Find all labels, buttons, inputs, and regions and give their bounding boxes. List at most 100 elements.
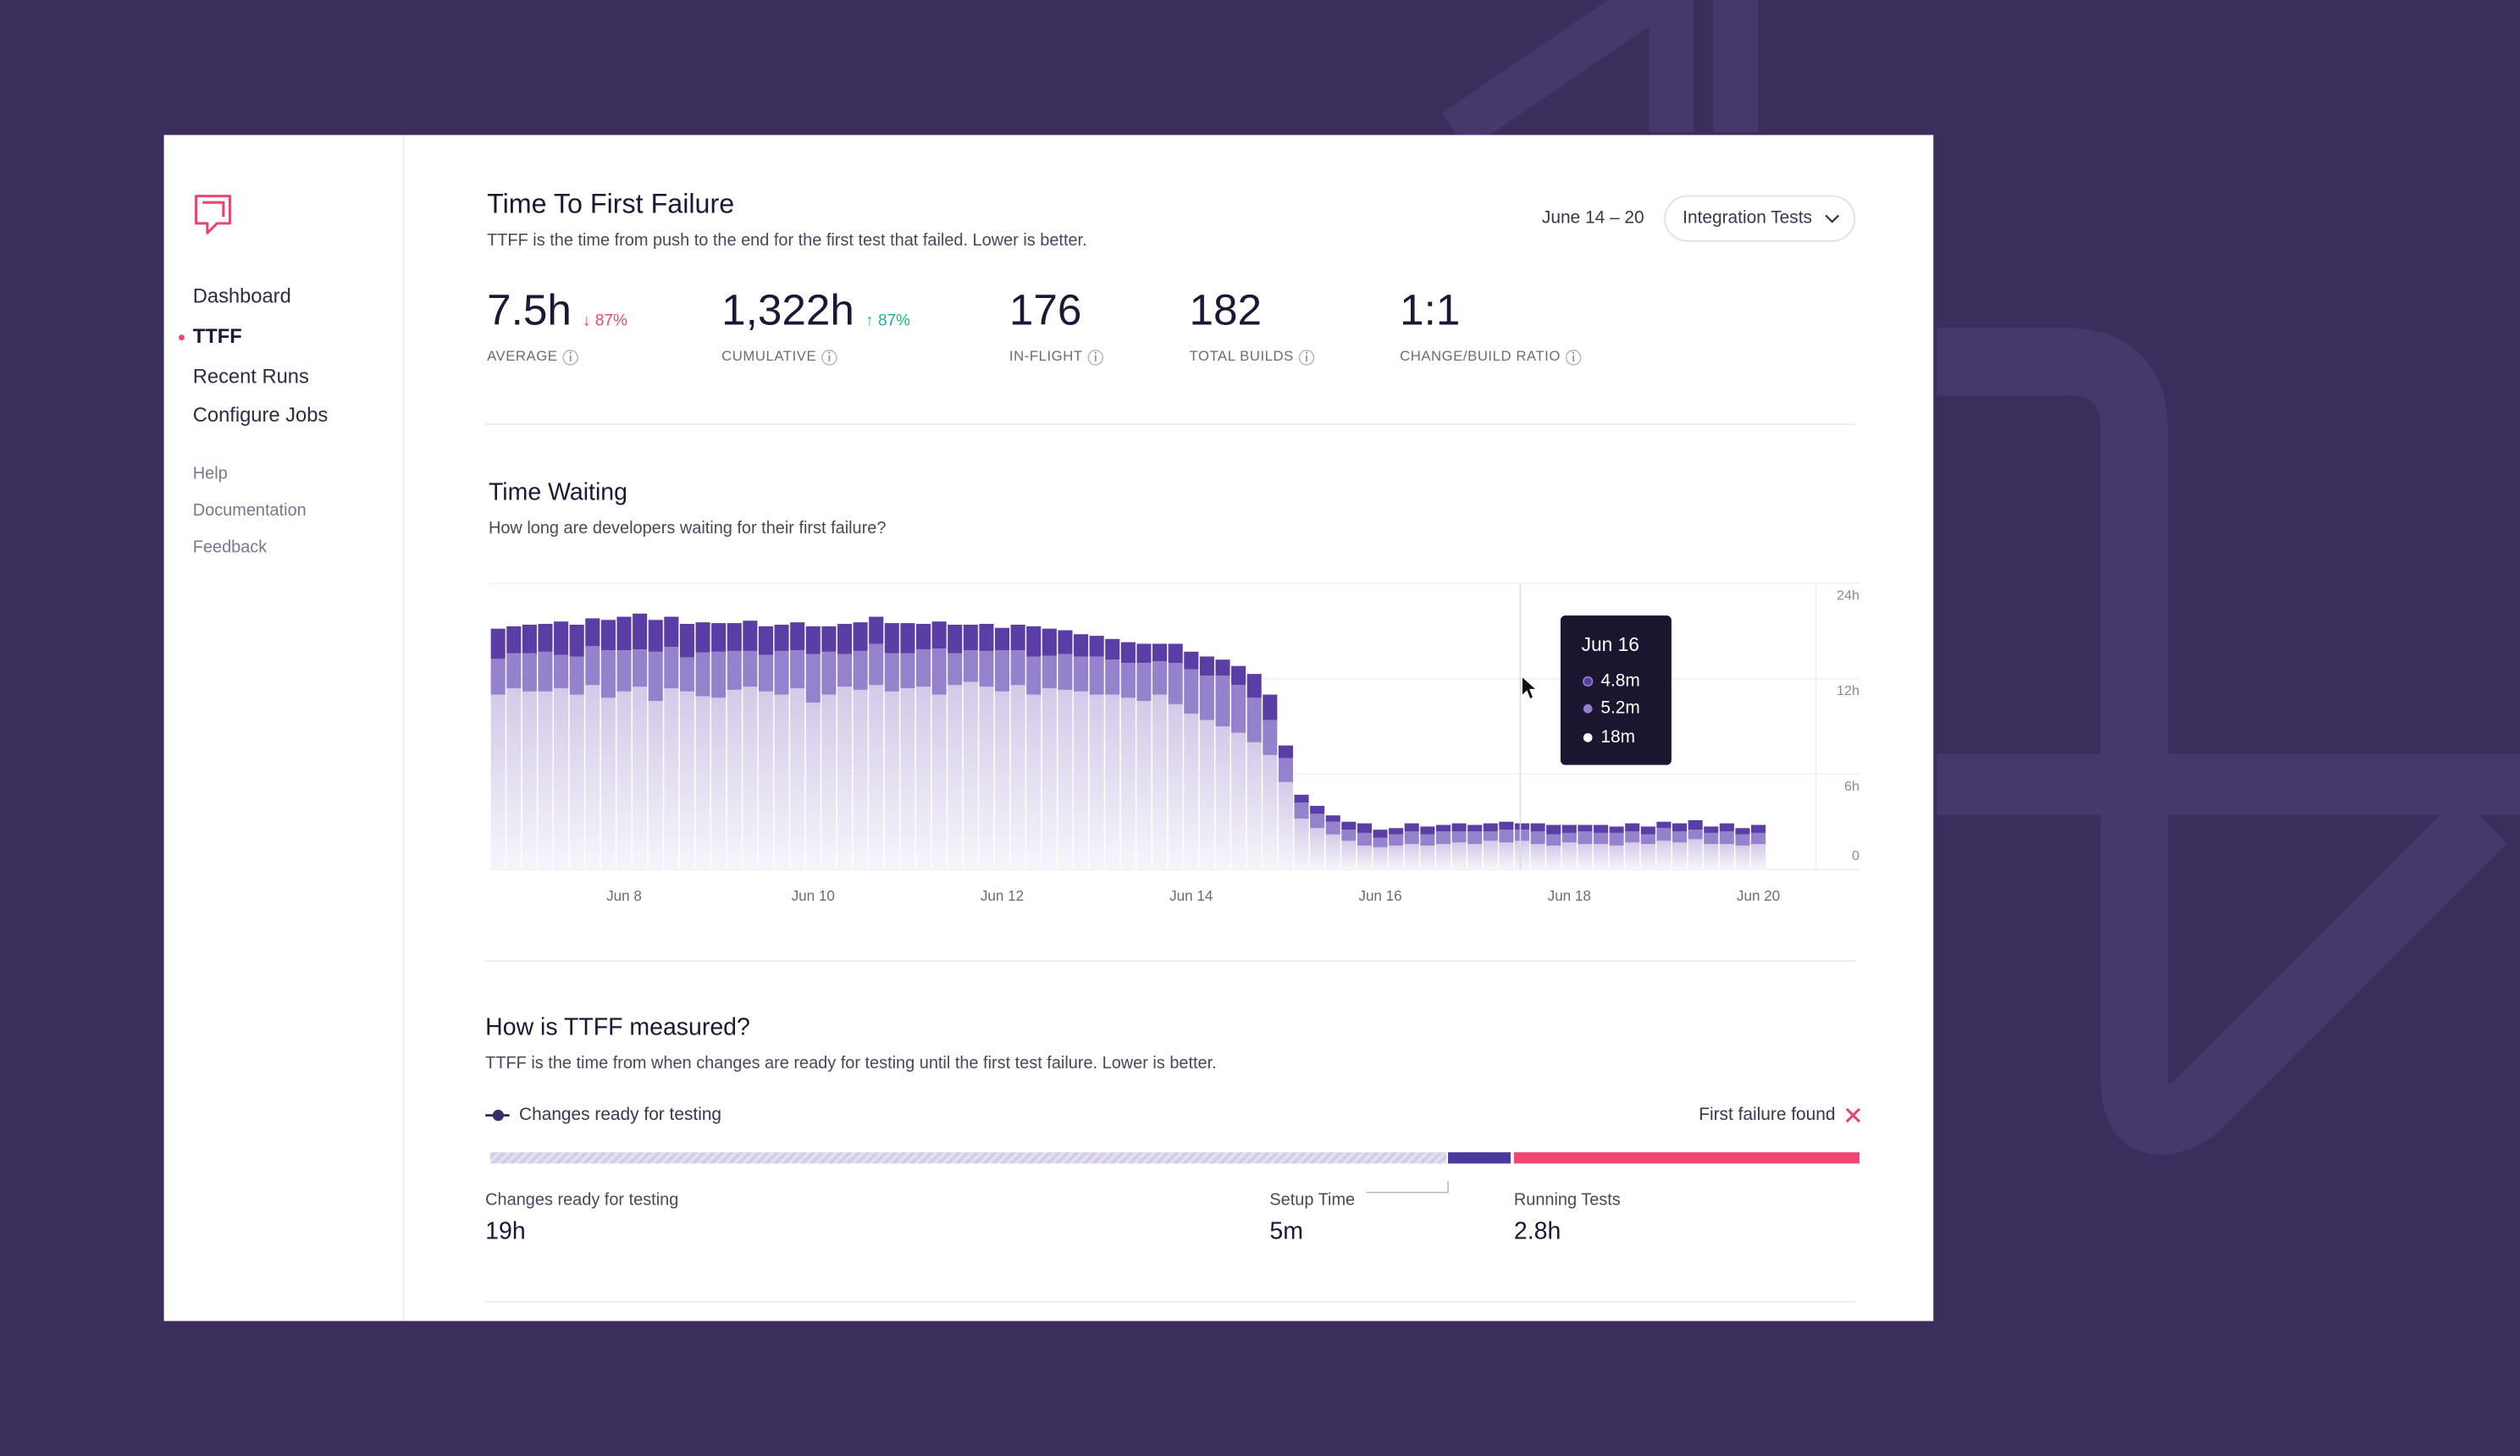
bar-segment <box>1263 694 1278 720</box>
bar-segment <box>994 649 1010 692</box>
bar-segment <box>1294 794 1309 803</box>
bar-segment <box>664 616 679 648</box>
bar-segment <box>1578 831 1593 845</box>
info-icon <box>821 350 837 366</box>
bar-segment <box>1215 676 1230 727</box>
bar-segment <box>774 650 789 695</box>
bar-segment <box>758 654 774 692</box>
timeline-running <box>1513 1152 1860 1164</box>
bar-segment <box>1435 825 1451 832</box>
bar-segment <box>1420 826 1435 835</box>
bar-segment <box>1184 669 1199 714</box>
bar-segment <box>1593 832 1609 845</box>
header: Time To First Failure TTFF is the time f… <box>487 189 1856 250</box>
bar-segment <box>821 694 837 870</box>
bar-segment <box>600 698 616 870</box>
bar-segment <box>758 691 774 870</box>
bar-segment <box>1199 676 1214 720</box>
timeline-setup <box>1448 1152 1511 1164</box>
bar-segment <box>1120 642 1136 664</box>
stat-label: AVERAGE <box>487 348 557 364</box>
bar-segment <box>1672 831 1688 843</box>
bar-segment <box>538 691 553 870</box>
stat-value: 182 <box>1189 286 1262 334</box>
stat-change: ↓ 87% <box>583 312 627 330</box>
tooltip-dot <box>1583 733 1593 742</box>
bar-segment <box>1246 742 1262 870</box>
dropdown-chevron <box>1825 214 1840 223</box>
bar-segment <box>1325 834 1340 870</box>
bar-segment <box>648 701 663 870</box>
bar-segment <box>569 624 584 657</box>
bar-segment <box>1310 828 1325 870</box>
nav-item[interactable]: Configure Jobs <box>193 405 329 427</box>
bar-segment <box>1074 634 1089 657</box>
bar-segment <box>1735 828 1750 835</box>
bar-segment <box>869 643 884 686</box>
bar-segment <box>1704 832 1719 845</box>
nav-link[interactable]: Help <box>193 464 228 483</box>
bar-segment <box>1168 703 1183 870</box>
bar-segment <box>1561 842 1577 870</box>
bar-segment <box>900 688 915 870</box>
bar-segment <box>1010 685 1025 870</box>
bar-segment <box>1499 830 1514 843</box>
bar-segment <box>1231 732 1246 870</box>
active-indicator <box>179 334 185 341</box>
measure-section: How is TTFF measured? TTFF is the time f… <box>485 1014 1861 1245</box>
date-range: June 14 – 20 <box>1542 208 1644 228</box>
bar-segment <box>869 685 884 870</box>
bar-segment <box>869 616 884 644</box>
bar-segment <box>915 687 931 870</box>
bar-segment <box>554 654 569 689</box>
stats: 7.5h ↓ 87% AVERAGE 1,322h ↑ 87% CUMULATIVE 176… <box>487 286 1582 366</box>
bar-segment <box>1136 701 1152 870</box>
bar-segment <box>554 621 569 655</box>
bar-segment <box>1074 656 1089 692</box>
bar-segment <box>1546 845 1561 870</box>
x-tick-label: Jun 12 <box>981 888 1024 904</box>
bar-segment <box>1246 674 1262 698</box>
bar-segment <box>600 620 616 650</box>
bar-segment <box>569 656 584 695</box>
bar-segment <box>506 688 522 870</box>
bar-segment <box>1719 844 1734 870</box>
bar-segment <box>1120 663 1136 698</box>
bar-segment <box>648 620 663 652</box>
chart-subtitle: How long are developers waiting for thei… <box>489 519 886 538</box>
bar-segment <box>1499 821 1514 830</box>
bar-segment <box>1389 845 1404 870</box>
bar-segment <box>1751 832 1766 845</box>
bar-segment <box>1561 825 1577 833</box>
bar-segment <box>1152 643 1168 662</box>
page-title: Time To First Failure <box>487 189 734 219</box>
nav-item[interactable]: Dashboard <box>193 285 291 307</box>
bar-segment <box>711 623 727 652</box>
info-icon <box>1298 350 1315 366</box>
bar-segment <box>522 624 537 654</box>
bar-segment <box>931 694 947 870</box>
bar-segment <box>569 694 584 870</box>
bar-segment <box>1278 781 1293 870</box>
nav-item[interactable]: Recent Runs <box>193 366 309 388</box>
bar-segment <box>1735 834 1750 846</box>
tooltip-dot <box>1583 676 1594 687</box>
tooltip-item: 18m <box>1600 727 1635 747</box>
segment-value: 19h <box>485 1218 525 1245</box>
bar-segment <box>1341 830 1357 841</box>
bar-segment <box>585 685 600 870</box>
bar-segment <box>790 622 805 650</box>
bar-segment <box>1483 831 1498 841</box>
tooltip-item: 5.2m <box>1600 698 1639 718</box>
tooltip-item: 4.8m <box>1600 670 1639 690</box>
bar-segment <box>1373 837 1388 847</box>
bar-segment <box>1089 656 1104 695</box>
bar-segment <box>1499 842 1514 870</box>
bar-segment <box>1341 841 1357 870</box>
dropdown[interactable] <box>1664 195 1856 242</box>
bar-segment <box>1656 841 1672 870</box>
nav-item[interactable]: TTFF <box>193 326 242 348</box>
bar-segment <box>1168 643 1183 664</box>
nav-link[interactable]: Documentation <box>193 501 307 520</box>
nav-link[interactable]: Feedback <box>193 538 268 557</box>
